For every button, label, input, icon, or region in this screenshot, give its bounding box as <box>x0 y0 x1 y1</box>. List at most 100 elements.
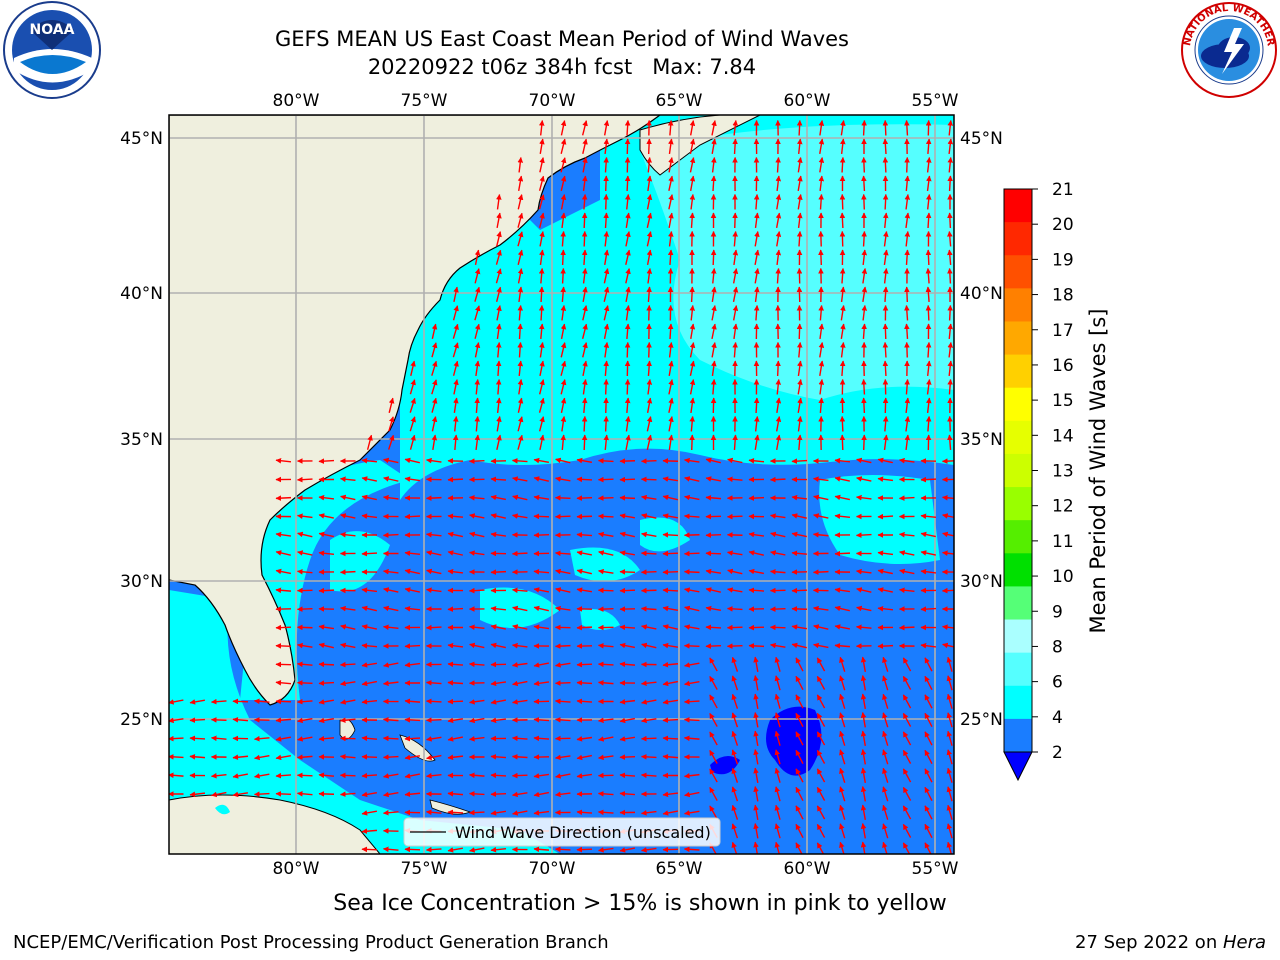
wave-direction-arrow <box>511 587 528 594</box>
wave-direction-arrow <box>860 712 867 728</box>
wave-direction-arrow <box>840 120 846 136</box>
colorbar-tick-label: 9 <box>1052 602 1063 622</box>
wave-direction-arrow <box>297 550 313 556</box>
wave-direction-arrow <box>683 735 700 742</box>
colorbar-tick-label: 2 <box>1052 743 1063 763</box>
wave-direction-arrow <box>597 458 614 464</box>
wave-direction-arrow <box>560 175 567 191</box>
wave-direction-arrow <box>339 661 356 668</box>
wave-direction-arrow <box>339 772 356 779</box>
wave-direction-arrow <box>753 712 759 728</box>
wave-direction-arrow <box>598 717 614 724</box>
colorbar-tick-label: 10 <box>1052 567 1074 587</box>
wave-direction-arrow <box>898 495 915 501</box>
wave-direction-arrow <box>947 249 953 266</box>
wave-direction-arrow <box>517 304 524 321</box>
wave-direction-arrow <box>490 791 507 797</box>
wave-direction-arrow <box>795 805 804 820</box>
wave-direction-arrow <box>754 268 760 284</box>
wave-direction-arrow <box>839 656 846 672</box>
wave-direction-arrow <box>640 569 657 575</box>
wave-direction-arrow <box>560 397 567 413</box>
wave-direction-arrow <box>619 847 635 853</box>
wave-direction-arrow <box>447 661 464 668</box>
wave-direction-arrow <box>318 717 335 724</box>
wave-direction-arrow <box>383 773 399 779</box>
colorbar-segment <box>1004 288 1032 322</box>
wave-direction-arrow <box>662 735 679 742</box>
wave-direction-arrow <box>533 532 550 538</box>
wave-direction-arrow <box>813 494 829 501</box>
wave-direction-arrow <box>946 786 953 802</box>
wave-direction-arrow <box>555 773 571 779</box>
wave-direction-arrow <box>619 531 635 538</box>
legend-label: Wind Wave Direction (unscaled) <box>455 823 711 842</box>
wave-direction-arrow <box>902 786 912 801</box>
wave-direction-arrow <box>425 680 442 686</box>
wave-direction-arrow <box>683 698 700 705</box>
wave-direction-arrow <box>860 786 867 802</box>
wave-direction-arrow <box>447 736 463 742</box>
wave-direction-arrow <box>796 341 803 358</box>
wave-direction-arrow <box>426 457 442 464</box>
wave-direction-arrow <box>512 662 528 668</box>
wave-direction-arrow <box>731 693 739 709</box>
wave-direction-arrow <box>946 730 953 746</box>
wave-direction-arrow <box>861 286 868 303</box>
wave-direction-arrow <box>898 587 915 594</box>
wave-direction-arrow <box>425 809 442 816</box>
wave-direction-arrow <box>646 156 653 173</box>
wave-direction-arrow <box>469 642 485 649</box>
wave-direction-arrow <box>726 513 743 520</box>
wave-direction-arrow <box>646 304 652 321</box>
map-area[interactable] <box>169 115 958 857</box>
wave-direction-arrow <box>924 805 933 820</box>
wave-direction-arrow <box>318 513 334 519</box>
wave-direction-arrow <box>597 495 614 501</box>
wave-direction-arrow <box>624 397 631 414</box>
wave-direction-arrow <box>774 804 781 820</box>
wave-direction-arrow <box>882 823 889 839</box>
wave-direction-arrow <box>597 809 614 816</box>
colorbar-tick-label: 20 <box>1052 215 1074 235</box>
colorbar-segment <box>1004 487 1032 521</box>
wave-direction-arrow <box>856 568 872 575</box>
wave-direction-arrow <box>904 416 911 432</box>
wave-direction-arrow <box>941 458 954 464</box>
wave-direction-arrow <box>668 175 674 191</box>
wave-direction-arrow <box>797 194 803 210</box>
wave-direction-arrow <box>603 434 610 451</box>
wave-direction-arrow <box>946 656 953 672</box>
wave-direction-arrow <box>560 212 567 229</box>
wave-direction-arrow <box>533 791 549 798</box>
wave-direction-arrow <box>410 360 416 376</box>
wave-direction-arrow <box>882 286 889 303</box>
wave-direction-arrow <box>813 513 829 519</box>
wave-direction-arrow <box>705 643 722 649</box>
wave-direction-arrow <box>904 175 911 192</box>
wave-direction-arrow <box>667 119 674 136</box>
wave-direction-arrow <box>603 286 610 302</box>
wave-direction-arrow <box>490 772 507 779</box>
wave-direction-arrow <box>924 749 933 764</box>
wave-direction-arrow <box>296 772 313 779</box>
colorbar-tick-label: 6 <box>1052 673 1063 693</box>
noaa-logo: NOAA <box>0 0 104 100</box>
wave-direction-arrow <box>555 457 571 464</box>
colorbar-tick-label: 14 <box>1052 426 1074 446</box>
wave-direction-arrow <box>902 749 912 764</box>
wave-direction-arrow <box>882 212 889 229</box>
wave-direction-arrow <box>753 415 760 432</box>
wave-direction-arrow <box>339 753 356 760</box>
wave-direction-arrow <box>791 458 808 464</box>
wave-direction-arrow <box>774 841 781 854</box>
wave-direction-arrow <box>474 323 481 339</box>
wave-direction-arrow <box>818 323 825 340</box>
wave-direction-arrow <box>710 267 717 284</box>
wave-direction-arrow <box>689 194 696 210</box>
wave-direction-arrow <box>796 230 803 247</box>
wave-direction-arrow <box>297 531 313 538</box>
wave-direction-arrow <box>689 415 696 432</box>
wave-direction-arrow <box>662 754 679 760</box>
